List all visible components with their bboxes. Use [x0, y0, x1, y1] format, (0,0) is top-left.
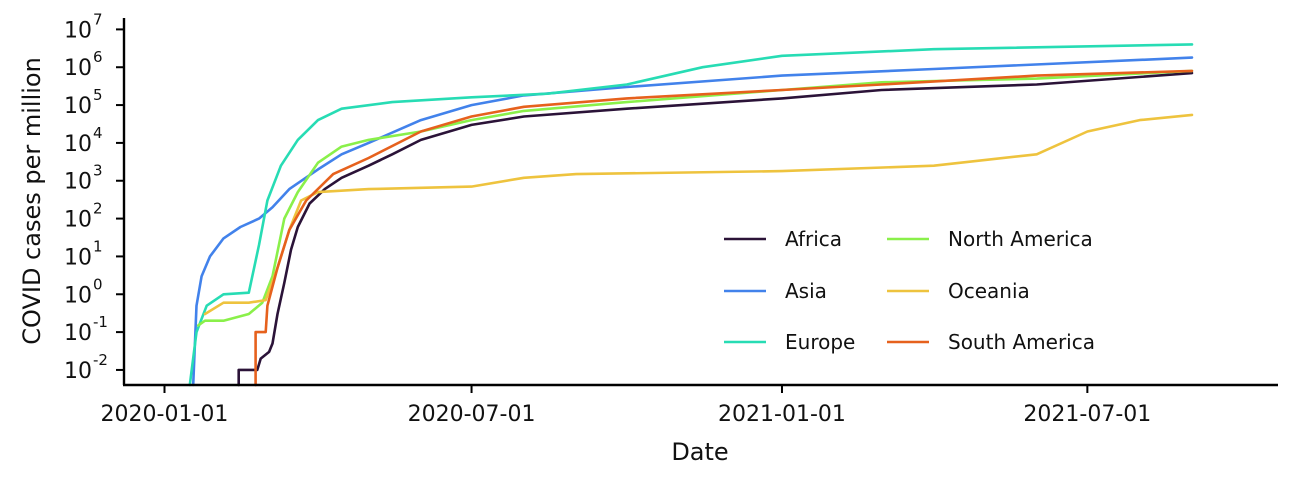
x-tick-label: 2021-01-01 [718, 402, 846, 427]
x-ticks: 2020-01-01 2020-07-01 2021-01-01 2021-07-01 [101, 385, 1151, 427]
legend-label-north-america: North America [948, 227, 1093, 251]
y-tick-exponent: 1 [93, 237, 103, 255]
x-tick-label: 2020-07-01 [408, 402, 536, 427]
legend-label-europe: Europe [785, 330, 855, 354]
legend-label-asia: Asia [785, 279, 827, 303]
y-tick-label: 10 [64, 132, 92, 157]
y-tick-exponent: 5 [93, 86, 103, 104]
y-tick-label: 10 [64, 94, 92, 119]
legend-label-south-america: South America [948, 330, 1095, 354]
plot-lines [188, 43, 1194, 387]
series-line-south-america [254, 69, 1194, 387]
x-tick-label: 2021-07-01 [1023, 402, 1151, 427]
y-tick-exponent: 6 [93, 48, 103, 66]
y-tick-exponent: 0 [93, 275, 103, 293]
x-axis-title: Date [671, 438, 728, 466]
y-tick-exponent: 3 [93, 162, 103, 180]
series-line-africa [237, 71, 1194, 387]
y-tick-exponent: 4 [93, 124, 103, 142]
y-tick-label: 10 [64, 283, 92, 308]
legend-label-africa: Africa [785, 227, 842, 251]
y-tick-label: 10 [64, 245, 92, 270]
series-line-europe [188, 43, 1194, 387]
series-line-asia [191, 56, 1194, 387]
y-tick-label: 10 [64, 321, 92, 346]
legend-label-oceania: Oceania [948, 279, 1030, 303]
y-tick-exponent: -2 [93, 351, 108, 369]
y-tick-label: 10 [64, 56, 92, 81]
y-tick-label: 10 [64, 170, 92, 195]
y-tick-exponent: 2 [93, 200, 103, 218]
legend: Africa Asia Europe North America Oceania Sout… [724, 227, 1095, 354]
series-line-oceania [203, 113, 1194, 316]
y-tick-label: 10 [64, 18, 92, 43]
y-tick-label: 10 [64, 208, 92, 233]
y-tick-exponent: 7 [93, 10, 103, 28]
y-tick-exponent: -1 [93, 313, 108, 331]
y-tick-label: 10 [64, 359, 92, 384]
x-tick-label: 2020-01-01 [101, 402, 229, 427]
y-axis-title: COVID cases per million [18, 57, 46, 345]
